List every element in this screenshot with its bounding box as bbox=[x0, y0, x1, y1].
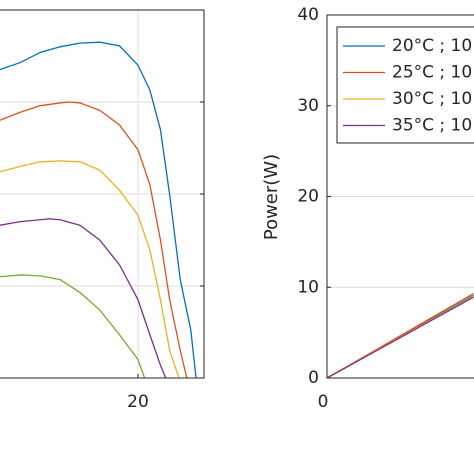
y-tick-label: 30 bbox=[297, 96, 319, 116]
y-axis-label: Power(W) bbox=[261, 154, 282, 240]
x-tick-label: 0 bbox=[318, 392, 329, 412]
line-series bbox=[0, 41, 197, 378]
y-tick-label: 0 bbox=[308, 368, 319, 388]
legend-label: 35°C ; 10 bbox=[392, 116, 472, 136]
y-tick-label: 40 bbox=[297, 5, 319, 25]
line-series bbox=[0, 274, 146, 378]
y-tick-label: 20 bbox=[297, 187, 319, 207]
plot-area bbox=[0, 10, 204, 378]
line-series bbox=[327, 296, 474, 378]
legend: 20°C ; 10 25°C ; 10 30°C ; 10 35°C ; 10 bbox=[336, 26, 474, 144]
y-tick-label: 10 bbox=[297, 277, 319, 297]
legend-label: 30°C ; 10 bbox=[392, 89, 472, 109]
legend-label: 20°C ; 10 bbox=[392, 36, 472, 56]
axes-frame bbox=[326, 14, 474, 379]
line-series bbox=[0, 160, 180, 378]
line-series bbox=[0, 101, 188, 378]
legend-label: 25°C ; 10 bbox=[392, 63, 472, 83]
x-tick-label: 20 bbox=[127, 392, 149, 412]
axes-frame bbox=[0, 9, 205, 379]
line-series bbox=[0, 218, 167, 378]
